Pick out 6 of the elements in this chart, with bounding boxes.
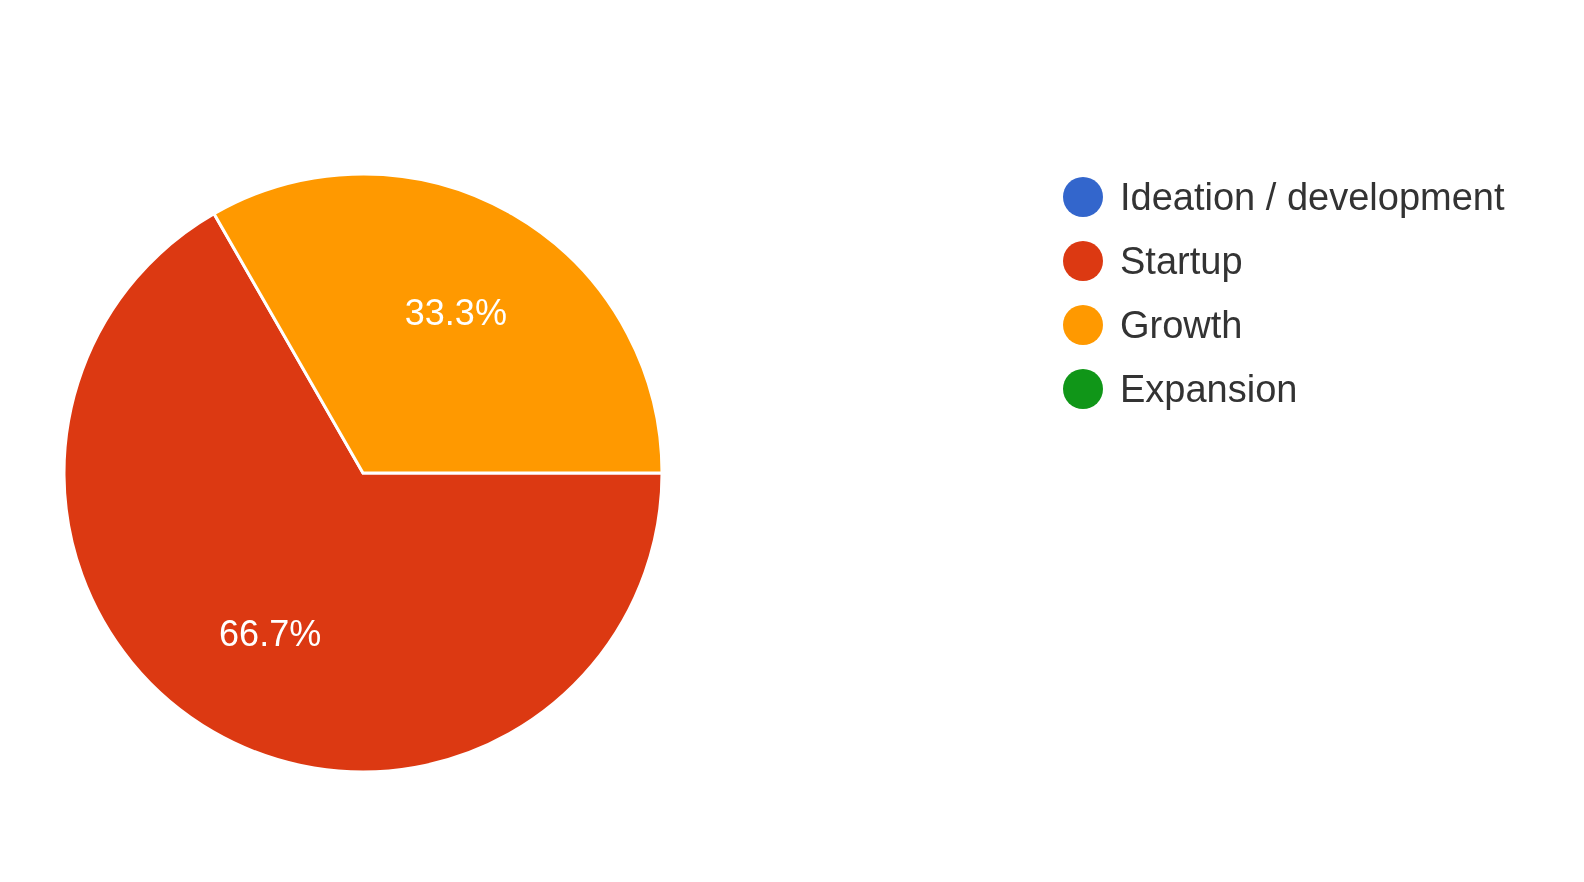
data-label: 66.7%	[219, 612, 322, 654]
legend-label: Ideation / development	[1120, 175, 1505, 219]
data-label: 33.3%	[404, 292, 507, 334]
legend-label: Expansion	[1120, 367, 1298, 411]
legend-label: Growth	[1120, 303, 1243, 347]
legend-label: Startup	[1120, 239, 1243, 283]
